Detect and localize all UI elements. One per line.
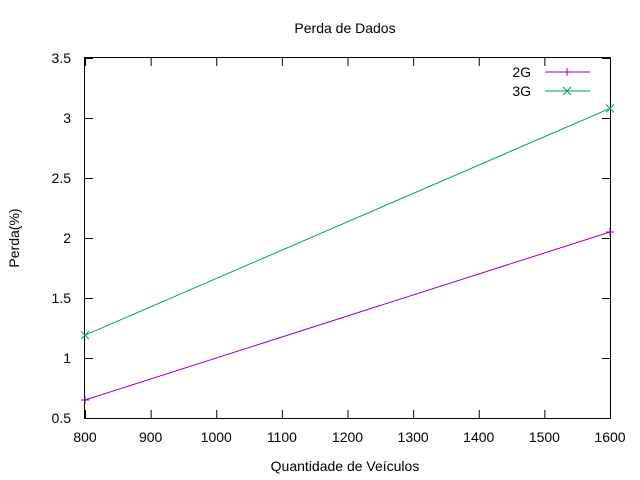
x-tick-label: 1000 (201, 429, 232, 445)
x-tick-label: 1300 (398, 429, 429, 445)
chart-title: Perda de Dados (294, 20, 395, 36)
x-tick-label: 1400 (463, 429, 494, 445)
legend-label-3G: 3G (512, 83, 531, 99)
data-point-3G (605, 104, 615, 113)
data-point-2G (606, 228, 614, 236)
x-tick-label: 1200 (332, 429, 363, 445)
y-tick-label: 1 (63, 350, 71, 366)
y-tick-label: 0.5 (52, 410, 72, 426)
y-axis-label: Perda(%) (6, 208, 22, 267)
data-point-2G (81, 396, 89, 404)
y-tick-label: 3.5 (52, 50, 72, 66)
x-tick-label: 800 (73, 429, 97, 445)
legend-label-2G: 2G (512, 64, 531, 80)
x-tick-label: 1500 (529, 429, 560, 445)
y-tick-label: 3 (63, 110, 71, 126)
data-point-3G (80, 330, 90, 340)
x-tick-label: 1100 (267, 429, 297, 445)
legend-marker-3G (562, 86, 572, 96)
y-tick-label: 2 (63, 230, 71, 246)
y-tick-label: 1.5 (52, 290, 72, 306)
x-axis-ticks: 800 900 1000 1100 1200 1300 1400 1500 1600 (73, 58, 626, 445)
legend-marker-2G (563, 68, 571, 76)
series-line-3G (84, 107, 611, 336)
y-axis-ticks: 0.5 1 1.5 2 2.5 3 3.5 (52, 50, 610, 426)
plot-area-frame (84, 57, 611, 419)
x-tick-label: 900 (139, 429, 163, 445)
x-tick-label: 1600 (594, 429, 625, 445)
series-layer (80, 104, 615, 404)
series-line-2G (84, 231, 611, 401)
x-axis-label: Quantidade de Veículos (271, 458, 420, 474)
y-tick-label: 2.5 (52, 170, 72, 186)
